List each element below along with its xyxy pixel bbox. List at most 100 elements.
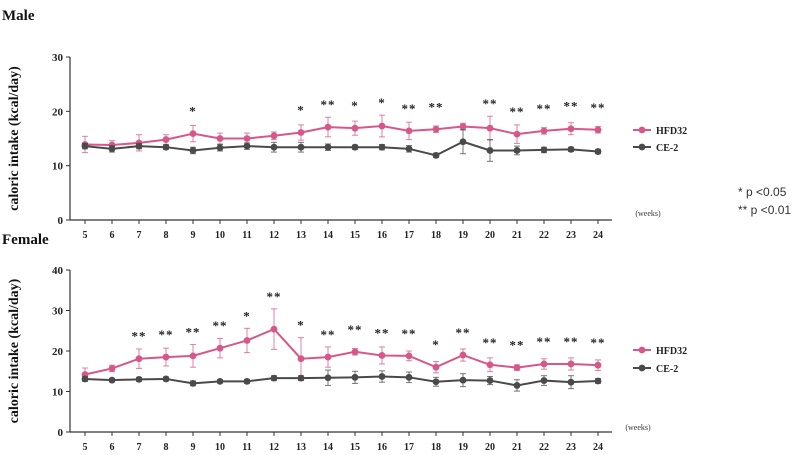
legend-marker <box>638 126 646 134</box>
significance-marker: ** <box>132 329 147 344</box>
x-tick-label: 8 <box>164 442 169 453</box>
significance-marker: ** <box>564 99 579 114</box>
y-tick-label: 30 <box>52 306 64 318</box>
significance-marker: * <box>351 98 359 113</box>
data-point <box>567 125 575 133</box>
x-tick-label: 16 <box>377 230 387 241</box>
data-point <box>189 380 197 387</box>
data-point <box>486 124 494 132</box>
x-tick-label: 7 <box>137 230 142 241</box>
data-point <box>378 373 386 380</box>
data-point <box>270 325 278 333</box>
x-tick-label: 22 <box>539 442 549 453</box>
data-point <box>108 365 116 372</box>
x-tick-label: 11 <box>242 442 251 453</box>
data-point <box>243 135 251 142</box>
legend-label: CE-2 <box>656 143 678 154</box>
x-tick-label: 7 <box>137 442 142 453</box>
data-point <box>540 146 548 154</box>
data-point <box>567 378 575 386</box>
panel-title: Female <box>2 232 49 248</box>
data-point <box>459 376 467 384</box>
x-tick-label: 10 <box>215 442 225 453</box>
series-line <box>84 375 599 387</box>
x-axis-label: (weeks) <box>625 423 651 432</box>
data-point <box>297 374 305 382</box>
significance-marker: ** <box>267 289 282 304</box>
y-tick-label: 10 <box>52 387 64 399</box>
x-tick-label: 15 <box>350 442 360 453</box>
data-point <box>567 145 575 153</box>
x-tick-label: 24 <box>593 442 603 453</box>
series-ce-2 <box>81 369 602 392</box>
x-tick-label: 17 <box>404 442 414 453</box>
x-axis-label: (weeks) <box>635 209 661 218</box>
series-hfd32 <box>81 308 602 382</box>
data-point <box>189 130 197 138</box>
y-tick-label: 20 <box>52 106 64 118</box>
x-tick-label: 23 <box>566 230 576 241</box>
x-tick-label: 23 <box>566 442 576 453</box>
x-tick-label: 6 <box>110 442 115 453</box>
x-tick-label: 21 <box>512 230 522 241</box>
data-point <box>216 377 224 385</box>
legend-marker <box>638 346 646 354</box>
series-line <box>84 124 599 147</box>
legend-label: HFD32 <box>656 346 687 357</box>
data-point <box>459 138 467 146</box>
significance-marker: ** <box>402 326 417 341</box>
data-point <box>189 352 197 360</box>
x-tick-label: 18 <box>431 230 441 241</box>
data-point <box>135 355 143 363</box>
significance-marker: ** <box>321 97 336 112</box>
x-tick-label: 13 <box>296 442 306 453</box>
chart-panel-male: Male caloric intake (kcal/day) 0 10 20 30 5 6 7 8… <box>2 8 687 241</box>
x-tick-label: 20 <box>485 442 495 453</box>
x-tick-label: 24 <box>593 230 603 241</box>
data-point <box>594 377 602 385</box>
data-point <box>324 143 332 151</box>
data-point <box>405 373 413 381</box>
data-point <box>243 377 251 385</box>
significance-marker: ** <box>429 99 444 114</box>
significance-marker: * <box>297 318 305 333</box>
data-point <box>108 376 116 384</box>
x-tick-label: 16 <box>377 442 387 453</box>
data-point <box>243 337 251 344</box>
x-tick-label: 19 <box>458 442 468 453</box>
legend-marker <box>638 364 646 372</box>
y-axis-label: caloric intake (kcal/day) <box>7 66 22 211</box>
panel-title: Male <box>2 8 35 24</box>
significance-marker: ** <box>402 101 417 116</box>
significance-marker: ** <box>510 338 525 353</box>
data-point <box>162 136 170 143</box>
x-tick-label: 14 <box>323 230 333 241</box>
x-tick-label: 20 <box>485 230 495 241</box>
x-tick-label: 21 <box>512 442 522 453</box>
data-point <box>513 147 521 154</box>
data-point <box>135 142 143 150</box>
data-point <box>162 353 170 361</box>
legend-marker <box>638 143 646 151</box>
data-point <box>270 132 278 140</box>
x-tick-label: 17 <box>404 230 414 241</box>
data-point <box>270 143 278 151</box>
data-point <box>432 363 440 371</box>
significance-marker: ** <box>483 96 498 111</box>
significance-marker: ** <box>348 322 363 337</box>
significance-marker: ** <box>159 327 174 342</box>
x-tick-label: 18 <box>431 442 441 453</box>
significance-marker: * <box>378 95 386 110</box>
significance-marker: ** <box>483 335 498 350</box>
data-point <box>351 348 359 356</box>
legend-label: CE-2 <box>656 364 678 375</box>
y-axis-label: caloric intake (kcal/day) <box>7 278 22 423</box>
significance-marker: ** <box>564 334 579 349</box>
x-tick-label: 12 <box>269 442 279 453</box>
series-line <box>84 140 599 157</box>
significance-marker: ** <box>510 104 525 119</box>
data-point <box>459 351 467 359</box>
data-point <box>216 144 224 152</box>
data-point <box>243 142 251 150</box>
